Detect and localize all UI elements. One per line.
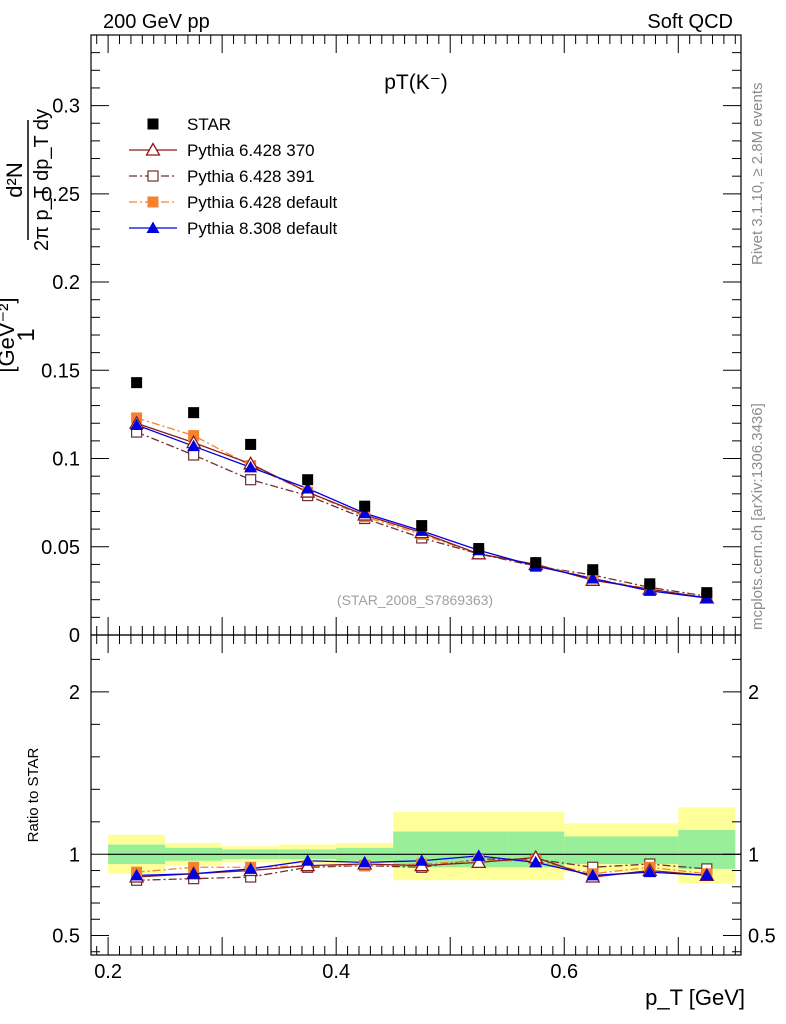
legend-label: Pythia 8.308 default [187, 219, 338, 238]
ratio-point [130, 868, 144, 881]
legend-marker [145, 142, 161, 156]
ratio-point [700, 868, 714, 881]
main-ytick-label: 0.25 [41, 184, 80, 206]
ratio-plot-frame [90, 634, 742, 956]
rivet-note: Rivet 3.1.10, ≥ 2.8M events [749, 83, 766, 266]
xtick-label: 0.2 [94, 961, 122, 983]
main-point [302, 474, 314, 486]
ratio-point [586, 868, 600, 881]
xlabel: p_T [GeV] [645, 985, 745, 1010]
ratio-point [301, 854, 315, 866]
ratio-point [643, 865, 657, 878]
ratio-ytick-label-right: 2 [748, 682, 759, 704]
legend-marker [146, 221, 160, 233]
ratio-ytick-label-right: 1 [748, 844, 759, 866]
ratio-ytick-label: 2 [69, 682, 80, 704]
main-point [586, 572, 600, 584]
main-ytick-label: 0.3 [52, 96, 80, 118]
header-right: Soft QCD [647, 11, 733, 33]
ratio-point [187, 867, 201, 879]
xtick-label: 0.6 [550, 961, 578, 983]
ratio-band-green [564, 836, 679, 865]
ratio-axis-ticks: 0.5 0.5 1 1 2 2 0.2 0.4 0.6 [52, 635, 776, 983]
main-ytick-label: 0 [69, 625, 80, 647]
ratio-ytick-label: 0.5 [52, 926, 80, 948]
main-point [359, 500, 371, 512]
main-point [188, 407, 200, 419]
ratio-point [244, 862, 258, 874]
main-ylabel-fraction: d²N 2π p_T dp_T dy [2, 109, 53, 251]
ratio-series-group [128, 849, 715, 886]
main-series-line [136, 422, 707, 599]
main-ytick-label: 0.1 [52, 449, 80, 471]
main-point [358, 506, 372, 519]
ratio-point [471, 854, 487, 869]
ratio-ytick-label-right: 0.5 [748, 926, 776, 948]
legend: STAR Pythia 6.428 370 Pythia 6.428 391 Pyth… [129, 115, 338, 238]
main-ytick-label: 0.05 [41, 537, 80, 559]
mcplots-note: mcplots.cern.ch [arXiv:1306.3436] [749, 403, 766, 630]
legend-marker [147, 170, 159, 182]
header-left: 200 GeV pp [103, 11, 210, 33]
main-ytick-label: 0.2 [52, 272, 80, 294]
main-point [188, 449, 200, 461]
main-point [587, 564, 599, 576]
ylabel-frac-num: d²N [2, 162, 27, 197]
legend-marker [147, 196, 159, 208]
main-series-line [136, 417, 707, 599]
main-point [130, 418, 144, 430]
main-point [131, 377, 143, 389]
main-point [245, 438, 257, 450]
main-point [301, 482, 315, 494]
main-point [416, 520, 428, 532]
main-point [187, 439, 201, 452]
watermark: (STAR_2008_S7869363) [337, 592, 493, 608]
legend-label: Pythia 6.428 370 [187, 141, 315, 160]
ratio-point [415, 854, 429, 866]
ratio-ytick-label: 1 [69, 844, 80, 866]
main-point [245, 474, 257, 486]
main-point [643, 584, 657, 596]
legend-marker [147, 118, 159, 130]
main-point [244, 460, 258, 473]
ylabel-unit: [GeV⁻²] [0, 297, 19, 372]
main-ytick-label: 0.15 [41, 360, 80, 382]
ratio-point [358, 855, 372, 868]
main-point [530, 557, 542, 569]
ratio-ylabel: Ratio to STAR [25, 747, 42, 842]
main-series-group [128, 377, 715, 604]
ylabel-frac-den: 2π p_T dp_T dy [31, 109, 53, 251]
ylabel-lead: 1 [13, 328, 40, 341]
main-point [701, 587, 713, 599]
ratio-point [529, 855, 543, 868]
ratio-point [472, 849, 486, 861]
main-axis-ticks: 0 0.05 0.1 0.15 0.2 0.25 0.3 [41, 35, 741, 647]
main-point [473, 543, 485, 555]
legend-label: Pythia 6.428 391 [187, 167, 315, 186]
legend-label: Pythia 6.428 default [187, 193, 338, 212]
legend-label: STAR [187, 115, 231, 134]
main-title: pT(K⁻) [384, 71, 448, 94]
main-point [644, 578, 656, 590]
ratio-bands [108, 807, 741, 884]
xtick-label: 0.4 [322, 961, 350, 983]
main-ylabel: 1 [GeV⁻²] [0, 297, 40, 372]
ratio-band-green [678, 829, 736, 869]
